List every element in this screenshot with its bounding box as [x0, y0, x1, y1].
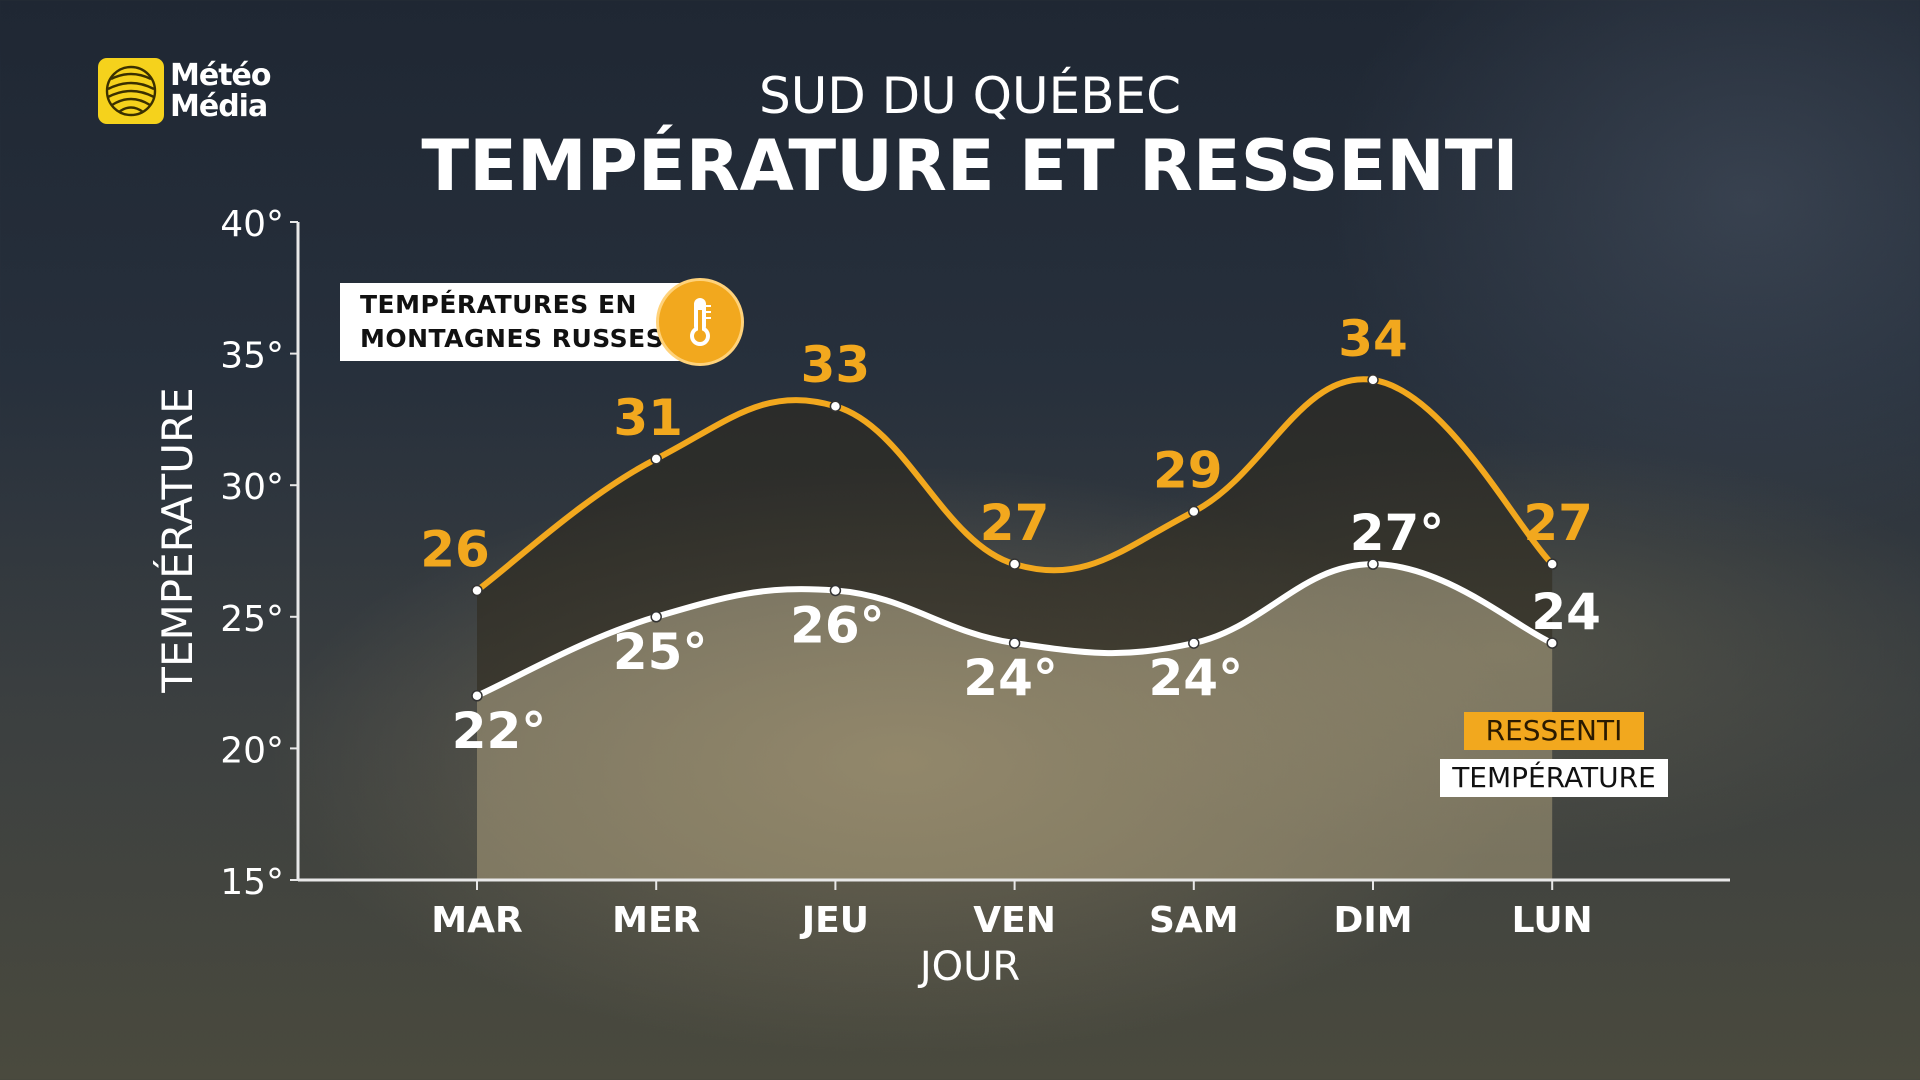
- x-tick-label: SAM: [1149, 900, 1239, 941]
- ressenti-data-label: 31: [613, 389, 683, 447]
- ressenti-data-label: 34: [1338, 310, 1408, 368]
- x-tick-label: DIM: [1333, 900, 1412, 941]
- ressenti-point: [1008, 558, 1021, 570]
- temperature-data-label: 26°: [790, 596, 885, 654]
- ressenti-data-label: 27: [1523, 494, 1593, 552]
- y-tick-label: 25°: [220, 599, 284, 640]
- temperature-data-label: 22°: [452, 702, 547, 760]
- temperature-point: [1367, 558, 1379, 570]
- temperature-area: [477, 564, 1553, 880]
- temperature-point: [650, 611, 662, 623]
- y-axis-title: TEMPÉRATURE: [152, 387, 202, 693]
- y-tick-label: 20°: [220, 730, 284, 771]
- temperature-data-label: 24°: [963, 649, 1058, 707]
- globe-icon: [98, 58, 164, 124]
- ressenti-data-label: 26: [420, 520, 490, 578]
- logo-wordmark: Météo Média: [170, 60, 271, 122]
- chart-title: TEMPÉRATURE ET RESSENTI: [421, 125, 1519, 207]
- temperature-data-label: 27°: [1350, 504, 1445, 562]
- y-tick-label: 35°: [220, 336, 284, 377]
- temperature-point: [1188, 637, 1200, 649]
- temperature-point: [829, 584, 842, 597]
- callout-text: TEMPÉRATURES EN MONTAGNES RUSSES: [360, 288, 664, 356]
- ressenti-data-label: 29: [1153, 442, 1223, 500]
- ressenti-point: [829, 400, 842, 412]
- temperature-point: [1008, 637, 1021, 649]
- ressenti-point: [1367, 374, 1379, 386]
- temperature-data-label: 25°: [613, 623, 708, 681]
- legend-ressenti: RESSENTI: [1464, 712, 1644, 750]
- logo-line2: Média: [170, 89, 268, 124]
- header: SUD DU QUÉBEC TEMPÉRATURE ET RESSENTI: [0, 66, 1920, 208]
- x-tick-label: VEN: [973, 900, 1056, 941]
- x-tick-label: MAR: [431, 900, 522, 941]
- y-tick-label: 30°: [220, 467, 284, 508]
- ressenti-data-label: 33: [801, 336, 871, 394]
- ressenti-point: [471, 584, 483, 597]
- callout-line1: TEMPÉRATURES EN: [360, 290, 637, 319]
- x-axis-title: JOUR: [917, 944, 1020, 990]
- y-tick-label: 40°: [220, 204, 284, 245]
- meteomedia-logo: Météo Média: [98, 58, 271, 124]
- temperature-point: [1546, 637, 1558, 649]
- ressenti-point: [650, 453, 662, 465]
- logo-line1: Météo: [170, 58, 271, 93]
- callout-line2: MONTAGNES RUSSES: [360, 324, 665, 353]
- ressenti-area: [477, 379, 1553, 696]
- temperature-data-label: 24: [1531, 583, 1601, 641]
- temperature-point: [471, 690, 483, 702]
- ressenti-point: [1188, 505, 1200, 518]
- legend-temperature: TEMPÉRATURE: [1440, 759, 1668, 797]
- ressenti-point: [1546, 558, 1558, 570]
- callout-box: TEMPÉRATURES EN MONTAGNES RUSSES: [340, 283, 680, 361]
- ressenti-data-label: 27: [980, 494, 1050, 552]
- y-tick-label: 15°: [220, 862, 284, 903]
- x-tick-label: MER: [612, 900, 700, 941]
- thermometer-icon: [656, 278, 744, 366]
- chart-subtitle: SUD DU QUÉBEC: [758, 67, 1182, 125]
- temperature-data-label: 24°: [1149, 649, 1244, 707]
- x-tick-label: JEU: [799, 900, 869, 941]
- x-tick-label: LUN: [1512, 900, 1593, 941]
